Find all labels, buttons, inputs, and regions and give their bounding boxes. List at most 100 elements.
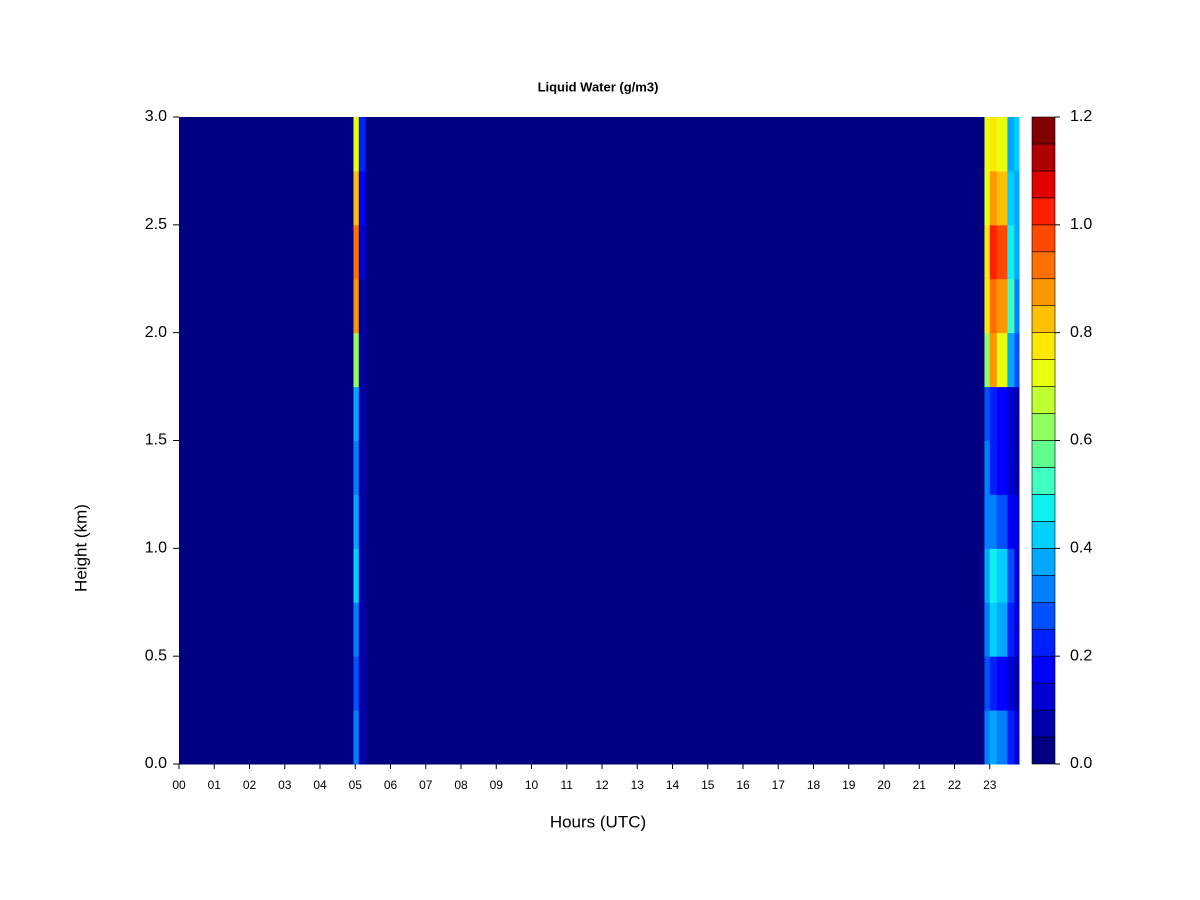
x-tick-label: 12 bbox=[595, 778, 609, 792]
heatmap-cell bbox=[179, 386, 354, 441]
heatmap-cell bbox=[984, 494, 991, 549]
y-tick-label: 1.5 bbox=[145, 432, 167, 449]
x-tick-label: 18 bbox=[807, 778, 821, 792]
heatmap-cell bbox=[1014, 494, 1020, 549]
heatmap-cell bbox=[353, 386, 360, 441]
x-tick-label: 03 bbox=[278, 778, 292, 792]
heatmap-cell bbox=[365, 224, 985, 280]
heatmap-cell bbox=[179, 224, 354, 280]
colorbar-tick-label: 0.0 bbox=[1070, 755, 1092, 772]
colorbar-band bbox=[1031, 521, 1056, 549]
heatmap-cell bbox=[989, 440, 998, 495]
heatmap-cell bbox=[984, 224, 991, 280]
heatmap-cell bbox=[353, 656, 360, 711]
x-tick-label: 01 bbox=[208, 778, 222, 792]
heatmap-cell bbox=[365, 332, 985, 388]
heatmap-cell bbox=[353, 494, 360, 549]
heatmap-cell bbox=[984, 170, 991, 226]
x-tick-label: 13 bbox=[631, 778, 645, 792]
colorbar-band bbox=[1031, 278, 1056, 307]
y-tick-label: 2.0 bbox=[145, 324, 167, 341]
heatmap-cell bbox=[179, 278, 354, 334]
colorbar-band bbox=[1031, 332, 1056, 360]
heatmap-cell bbox=[984, 386, 991, 441]
heatmap-cell bbox=[984, 602, 991, 657]
colorbar-band bbox=[1031, 682, 1056, 711]
heatmap-cell bbox=[989, 602, 998, 657]
heatmap-cell bbox=[365, 440, 985, 495]
heatmap-cell bbox=[1014, 710, 1020, 765]
chart-title: Liquid Water (g/m3) bbox=[538, 79, 659, 94]
colorbar-band bbox=[1031, 494, 1056, 522]
heatmap-cell bbox=[365, 548, 985, 603]
x-tick-label: 07 bbox=[419, 778, 433, 792]
x-tick-label: 08 bbox=[454, 778, 468, 792]
x-tick-label: 19 bbox=[842, 778, 856, 792]
x-tick-label: 09 bbox=[490, 778, 504, 792]
colorbar-band bbox=[1031, 170, 1056, 199]
heatmap-cell bbox=[989, 278, 998, 334]
heatmap-cell bbox=[358, 278, 367, 334]
x-tick-label: 04 bbox=[313, 778, 327, 792]
colorbar-band bbox=[1031, 574, 1056, 603]
x-tick-label: 06 bbox=[384, 778, 398, 792]
x-tick-label: 21 bbox=[913, 778, 927, 792]
x-tick-label: 17 bbox=[772, 778, 786, 792]
heatmap-cell bbox=[996, 602, 1008, 657]
heatmap-cell bbox=[365, 386, 985, 441]
colorbar-tick-label: 1.0 bbox=[1070, 216, 1092, 233]
heatmap-cell bbox=[989, 548, 998, 603]
heatmap-cell bbox=[365, 494, 985, 549]
x-tick-label: 10 bbox=[525, 778, 539, 792]
heatmap-cell bbox=[1014, 170, 1020, 226]
heatmap-cell bbox=[1007, 656, 1015, 711]
colorbar-band bbox=[1031, 736, 1056, 765]
colorbar-tick-label: 1.2 bbox=[1070, 108, 1092, 125]
heatmap-cell bbox=[353, 548, 360, 603]
heatmap-cell bbox=[353, 332, 360, 388]
colorbar-band bbox=[1031, 224, 1056, 253]
heatmap-cell bbox=[996, 117, 1008, 172]
colorbar-band bbox=[1031, 709, 1056, 738]
heatmap-cell bbox=[358, 548, 367, 603]
heatmap-cell bbox=[353, 117, 360, 172]
heatmap-cell bbox=[1014, 224, 1020, 280]
heatmap-cell bbox=[1014, 440, 1020, 495]
heatmap-cell bbox=[1007, 278, 1015, 334]
colorbar-band bbox=[1031, 251, 1056, 280]
heatmap-cell bbox=[1014, 656, 1020, 711]
y-axis-label: Height (km) bbox=[71, 504, 90, 592]
heatmap-cell bbox=[996, 224, 1008, 280]
heatmap-cell bbox=[1014, 602, 1020, 657]
heatmap-cell bbox=[996, 386, 1008, 441]
x-tick-label: 05 bbox=[349, 778, 363, 792]
heatmap-cell bbox=[358, 602, 367, 657]
heatmap-cell bbox=[1007, 602, 1015, 657]
heatmap-cell bbox=[365, 117, 985, 172]
heatmap-cell bbox=[365, 656, 985, 711]
y-tick-label: 0.5 bbox=[145, 647, 167, 664]
heatmap-cell bbox=[989, 224, 998, 280]
heatmap-cell bbox=[179, 602, 354, 657]
heatmap-cell bbox=[358, 494, 367, 549]
heatmap-cell bbox=[1007, 548, 1015, 603]
colorbar-band bbox=[1031, 548, 1056, 576]
x-tick-label: 23 bbox=[983, 778, 997, 792]
colorbar-band bbox=[1031, 440, 1056, 468]
heatmap-cell bbox=[996, 440, 1008, 495]
heatmap-cell bbox=[365, 278, 985, 334]
heatmap-cell bbox=[179, 117, 354, 172]
heatmap-cell bbox=[1007, 440, 1015, 495]
colorbar-band bbox=[1031, 413, 1056, 441]
heatmap-cell bbox=[353, 602, 360, 657]
heatmap-cell bbox=[353, 278, 360, 334]
x-tick-label: 16 bbox=[736, 778, 750, 792]
heatmap-cell bbox=[353, 170, 360, 226]
heatmap-cell bbox=[989, 710, 998, 765]
x-tick-label: 11 bbox=[561, 778, 574, 792]
heatmap-cell bbox=[179, 494, 354, 549]
heatmap-cell bbox=[996, 710, 1008, 765]
y-tick-label: 0.0 bbox=[145, 755, 167, 772]
x-tick-label: 14 bbox=[666, 778, 680, 792]
heatmap-cell bbox=[353, 440, 360, 495]
